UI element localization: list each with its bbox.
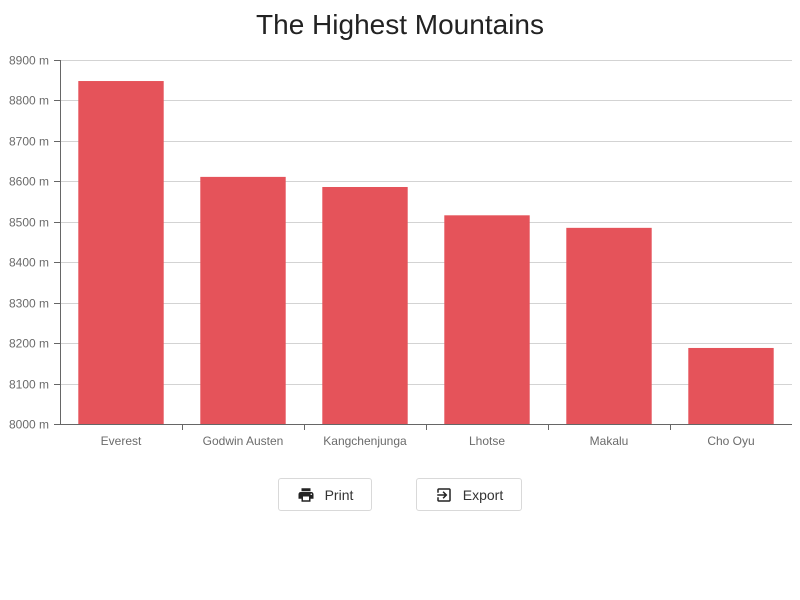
print-label: Print <box>324 486 354 503</box>
y-tick-label: 8400 m <box>9 256 49 270</box>
print-button[interactable]: Print <box>278 478 372 511</box>
y-axis-labels: 8000 m 8100 m 8200 m 8300 m 8400 m 8500 m 8600… <box>9 54 49 432</box>
chart-title: The Highest Mountains <box>256 9 544 40</box>
x-tick-label: Everest <box>101 434 142 448</box>
export-button[interactable]: Export <box>416 478 522 511</box>
bar <box>566 227 652 424</box>
bar-chart: 8000 m 8100 m 8200 m 8300 m 8400 m 8500 m 8600… <box>9 54 792 448</box>
y-tick-label: 8300 m <box>9 297 49 311</box>
bar <box>688 347 774 424</box>
export-label: Export <box>462 486 504 503</box>
y-tick-label: 8600 m <box>9 175 49 189</box>
y-tick-label: 8200 m <box>9 337 49 351</box>
x-tick-label: Godwin Austen <box>203 434 284 448</box>
y-tick-label: 8100 m <box>9 378 49 392</box>
x-tick-label: Kangchenjunga <box>323 434 407 448</box>
y-tick-label: 8900 m <box>9 54 49 68</box>
bar <box>200 176 286 424</box>
bar <box>78 81 164 424</box>
y-tick-label: 8500 m <box>9 216 49 230</box>
export-icon <box>435 486 453 504</box>
x-tick-label: Lhotse <box>469 434 505 448</box>
axes <box>54 60 792 430</box>
bars <box>78 81 774 424</box>
gridlines <box>60 60 792 385</box>
y-tick-label: 8000 m <box>9 418 49 432</box>
y-tick-label: 8700 m <box>9 135 49 149</box>
bar <box>444 215 530 424</box>
x-axis-labels: Everest Godwin Austen Kangchenjunga Lhotse M… <box>101 434 755 448</box>
y-tick-label: 8800 m <box>9 94 49 108</box>
printer-icon <box>297 486 315 504</box>
x-tick-label: Makalu <box>590 434 629 448</box>
x-tick-label: Cho Oyu <box>707 434 754 448</box>
bar <box>322 186 408 424</box>
